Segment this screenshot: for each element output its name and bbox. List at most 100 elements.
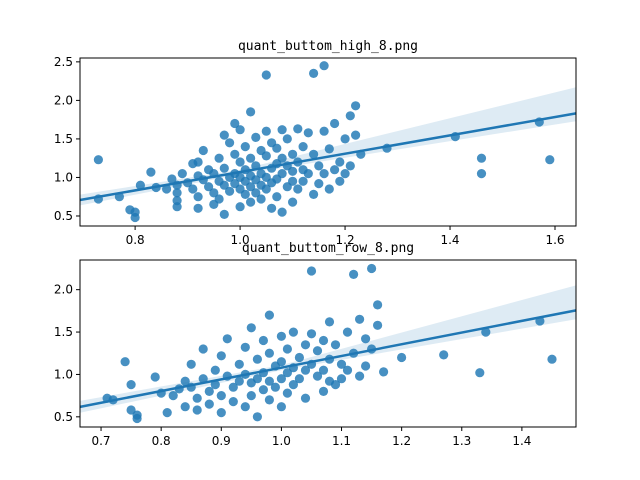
data-point: [193, 203, 203, 213]
data-point: [210, 380, 220, 390]
data-point: [288, 197, 298, 207]
data-point: [246, 182, 256, 192]
data-point: [342, 365, 353, 375]
x-tick-label: 1.2: [392, 434, 411, 448]
data-point: [476, 153, 487, 163]
data-point: [312, 346, 323, 356]
data-point: [240, 402, 250, 412]
top-subplot-title: quant_buttom_high_8.png: [238, 39, 418, 54]
data-point: [319, 126, 329, 136]
data-point: [230, 118, 240, 129]
data-point: [361, 334, 371, 344]
data-point: [270, 382, 280, 392]
y-tick-label: 0.5: [54, 410, 73, 424]
data-point: [324, 184, 334, 194]
data-point: [547, 354, 557, 364]
data-point: [439, 350, 449, 360]
data-point: [373, 320, 383, 330]
regression-line: [79, 309, 577, 409]
data-point: [219, 163, 229, 173]
data-point: [282, 388, 292, 398]
y-tick-label: 2.5: [54, 55, 73, 69]
top-subplot: quant_buttom_high_8.png 0.8 1.0 1.2 1.4 1.6 0…: [54, 39, 577, 247]
data-point: [222, 334, 232, 344]
data-point: [476, 169, 487, 179]
data-point: [379, 367, 389, 377]
data-point: [288, 149, 298, 159]
x-tick-label: 1.6: [545, 233, 564, 247]
data-point: [288, 380, 298, 390]
data-point: [219, 180, 229, 190]
data-point: [309, 68, 319, 78]
data-point: [246, 197, 256, 207]
data-point: [264, 395, 274, 405]
data-point: [126, 405, 136, 415]
data-point: [198, 145, 208, 156]
x-tick-label: 0.9: [212, 434, 231, 448]
data-point: [126, 380, 136, 390]
data-point: [288, 176, 298, 186]
data-point: [251, 188, 261, 198]
data-point: [256, 194, 266, 204]
data-point: [258, 335, 268, 346]
data-point: [214, 194, 224, 204]
data-point: [309, 189, 319, 199]
data-point: [319, 169, 329, 179]
data-point: [373, 300, 383, 310]
data-point: [246, 391, 256, 401]
data-point: [228, 397, 238, 407]
x-tick-label: 1.0: [231, 233, 250, 247]
data-point: [261, 70, 271, 80]
data-point: [214, 153, 224, 163]
data-point: [300, 340, 311, 350]
data-point: [234, 376, 244, 386]
data-point: [146, 167, 156, 177]
data-point: [235, 202, 245, 212]
data-point: [349, 269, 359, 279]
y-tick-label: 0.5: [54, 209, 73, 223]
bottom-subplot-title: quant_buttom_row_8.png: [242, 241, 414, 256]
y-tick-label: 1.0: [54, 367, 73, 381]
data-point: [180, 402, 190, 412]
data-point: [345, 111, 355, 121]
data-point: [303, 169, 313, 179]
data-point: [246, 323, 256, 333]
data-point: [252, 412, 262, 422]
data-point: [120, 357, 130, 367]
data-point: [342, 327, 353, 337]
data-point: [177, 169, 187, 179]
data-point: [361, 361, 371, 371]
data-point: [303, 128, 313, 138]
x-tick-label: 1.2: [336, 233, 355, 247]
data-point: [318, 335, 329, 346]
data-point: [545, 155, 555, 165]
data-point: [277, 153, 287, 163]
data-point: [367, 263, 377, 274]
y-tick-label: 2.0: [54, 93, 73, 107]
data-point: [335, 176, 345, 186]
data-point: [261, 184, 271, 194]
data-point: [240, 189, 250, 199]
data-point: [324, 144, 334, 154]
data-point: [397, 352, 407, 363]
data-point: [276, 357, 286, 367]
data-point: [294, 352, 304, 363]
data-point: [319, 61, 329, 71]
x-tick-label: 1.1: [332, 434, 351, 448]
data-point: [204, 182, 214, 192]
data-point: [276, 402, 286, 412]
data-point: [193, 157, 203, 167]
y-tick-label: 2.0: [54, 283, 73, 297]
x-tick-label: 0.8: [126, 233, 145, 247]
data-point: [276, 374, 286, 384]
data-point: [288, 327, 298, 337]
data-point: [345, 161, 355, 171]
data-point: [294, 374, 304, 384]
data-point: [282, 134, 292, 144]
data-point: [135, 180, 145, 190]
data-point: [475, 368, 485, 378]
data-point: [216, 408, 226, 418]
data-point: [336, 374, 347, 384]
data-point: [264, 376, 274, 386]
data-point: [264, 310, 274, 320]
